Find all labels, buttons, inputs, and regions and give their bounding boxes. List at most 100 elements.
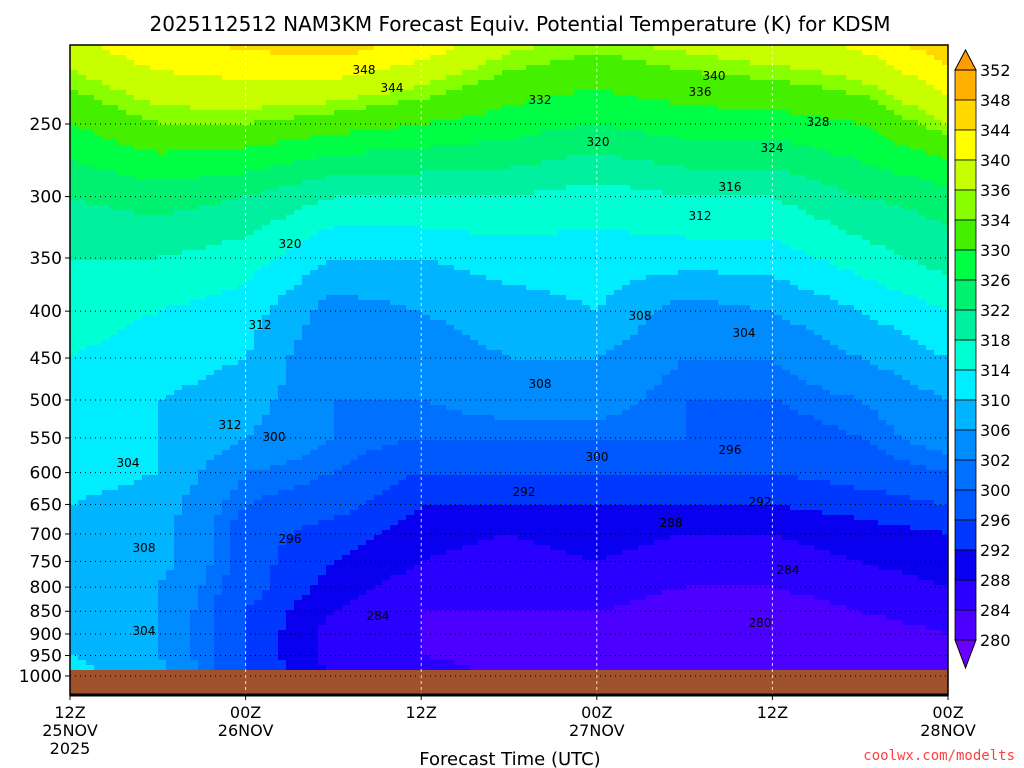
heatmap-cell xyxy=(126,310,135,316)
heatmap-cell xyxy=(166,220,175,226)
heatmap-cell xyxy=(198,300,207,306)
heatmap-cell xyxy=(302,615,311,621)
heatmap-cell xyxy=(150,210,159,216)
heatmap-cell xyxy=(182,560,191,566)
heatmap-cell xyxy=(78,320,87,326)
heatmap-cell xyxy=(70,140,79,146)
heatmap-cell xyxy=(198,365,207,371)
heatmap-cell xyxy=(134,515,143,521)
heatmap-cell xyxy=(126,230,135,236)
heatmap-cell xyxy=(278,425,287,431)
heatmap-cell xyxy=(182,570,191,576)
heatmap-cell xyxy=(350,585,359,591)
heatmap-cell xyxy=(102,630,111,636)
heatmap-cell xyxy=(110,135,119,141)
heatmap-cell xyxy=(110,520,119,526)
heatmap-cell xyxy=(142,325,151,331)
heatmap-cell xyxy=(158,525,167,531)
heatmap-cell xyxy=(342,270,351,276)
heatmap-cell xyxy=(70,310,79,316)
heatmap-cell xyxy=(318,425,327,431)
heatmap-cell xyxy=(230,350,239,356)
heatmap-cell xyxy=(126,595,135,601)
heatmap-cell xyxy=(278,470,287,476)
heatmap-cell xyxy=(110,205,119,211)
heatmap-cell xyxy=(350,545,359,551)
heatmap-cell xyxy=(358,50,367,56)
heatmap-cell xyxy=(118,45,127,51)
heatmap-cell xyxy=(238,330,247,336)
heatmap-cell xyxy=(254,340,263,346)
heatmap-cell xyxy=(110,620,119,626)
heatmap-cell xyxy=(134,265,143,271)
heatmap-cell xyxy=(246,465,255,471)
heatmap-cell xyxy=(206,225,215,231)
heatmap-cell xyxy=(166,135,175,141)
heatmap-cell xyxy=(246,505,255,511)
heatmap-cell xyxy=(358,245,367,251)
heatmap-cell xyxy=(294,635,303,641)
heatmap-cell xyxy=(86,630,95,636)
heatmap-cell xyxy=(142,50,151,56)
heatmap-cell xyxy=(302,185,311,191)
heatmap-cell xyxy=(182,400,191,406)
heatmap-cell xyxy=(150,305,159,311)
heatmap-cell xyxy=(278,150,287,156)
heatmap-cell xyxy=(190,365,199,371)
heatmap-cell xyxy=(326,380,335,386)
heatmap-cell xyxy=(238,440,247,446)
heatmap-cell xyxy=(310,230,319,236)
heatmap-cell xyxy=(158,205,167,211)
heatmap-cell xyxy=(294,490,303,496)
heatmap-cell xyxy=(358,660,367,666)
heatmap-cell xyxy=(166,655,175,661)
heatmap-cell xyxy=(246,250,255,256)
heatmap-cell xyxy=(142,265,151,271)
heatmap-cell xyxy=(214,315,223,321)
heatmap-cell xyxy=(174,285,183,291)
heatmap-cell xyxy=(126,515,135,521)
heatmap-cell xyxy=(222,150,231,156)
heatmap-cell xyxy=(166,120,175,126)
heatmap-cell xyxy=(262,560,271,566)
heatmap-cell xyxy=(270,470,279,476)
heatmap-cell xyxy=(142,315,151,321)
heatmap-cell xyxy=(174,375,183,381)
heatmap-cell xyxy=(270,510,279,516)
heatmap-cell xyxy=(310,655,319,661)
heatmap-cell xyxy=(262,585,271,591)
heatmap-cell xyxy=(174,630,183,636)
heatmap-cell xyxy=(206,50,215,56)
heatmap-cell xyxy=(254,140,263,146)
heatmap-cell xyxy=(190,620,199,626)
heatmap-cell xyxy=(86,430,95,436)
heatmap-cell xyxy=(158,605,167,611)
heatmap-cell xyxy=(166,240,175,246)
heatmap-cell xyxy=(286,425,295,431)
heatmap-cell xyxy=(102,140,111,146)
heatmap-cell xyxy=(78,655,87,661)
heatmap-cell xyxy=(158,150,167,156)
heatmap-cell xyxy=(326,525,335,531)
heatmap-cell xyxy=(86,260,95,266)
heatmap-cell xyxy=(134,525,143,531)
heatmap-cell xyxy=(86,505,95,511)
heatmap-cell xyxy=(366,105,375,111)
heatmap-cell xyxy=(310,510,319,516)
heatmap-cell xyxy=(270,495,279,501)
heatmap-cell xyxy=(254,365,263,371)
heatmap-cell xyxy=(110,305,119,311)
heatmap-cell xyxy=(118,240,127,246)
heatmap-cell xyxy=(230,370,239,376)
heatmap-cell xyxy=(110,355,119,361)
heatmap-cell xyxy=(238,430,247,436)
heatmap-cell xyxy=(254,475,263,481)
heatmap-cell xyxy=(222,140,231,146)
heatmap-cell xyxy=(110,455,119,461)
heatmap-cell xyxy=(214,380,223,386)
heatmap-cell xyxy=(78,510,87,516)
heatmap-cell xyxy=(254,600,263,606)
heatmap-cell xyxy=(102,50,111,56)
heatmap-cell xyxy=(246,665,255,671)
heatmap-cell xyxy=(262,120,271,126)
